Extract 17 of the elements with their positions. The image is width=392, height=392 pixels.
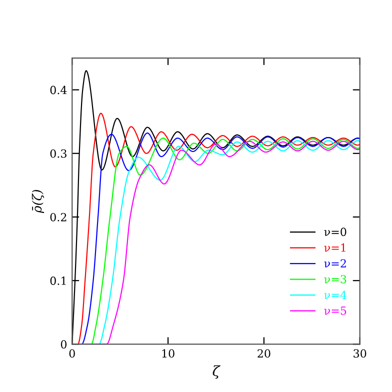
y-tick-label: 0.2 xyxy=(50,212,66,222)
x-tick-label: 0 xyxy=(69,349,75,358)
legend-label: ν=5 xyxy=(324,306,346,315)
legend-label: ν=2 xyxy=(324,259,346,268)
x-tick-label: 30 xyxy=(354,349,366,358)
y-tick-label: 0.1 xyxy=(50,276,66,285)
legend-label: ν=3 xyxy=(324,274,346,284)
y-tick-label: 0.4 xyxy=(50,86,67,94)
legend-label: ν=1 xyxy=(324,243,346,252)
x-tick-label: 20 xyxy=(258,349,270,358)
legend-label: ν=4 xyxy=(324,290,346,299)
y-tick-label: 0 xyxy=(60,340,67,349)
x-axis-title: ζ xyxy=(212,365,220,379)
legend-label: ν=0 xyxy=(324,228,346,236)
y-tick-label: 0.3 xyxy=(50,149,66,158)
y-axis-title: ρ̄(ζ) xyxy=(32,190,44,214)
x-tick-label: 10 xyxy=(162,349,174,358)
